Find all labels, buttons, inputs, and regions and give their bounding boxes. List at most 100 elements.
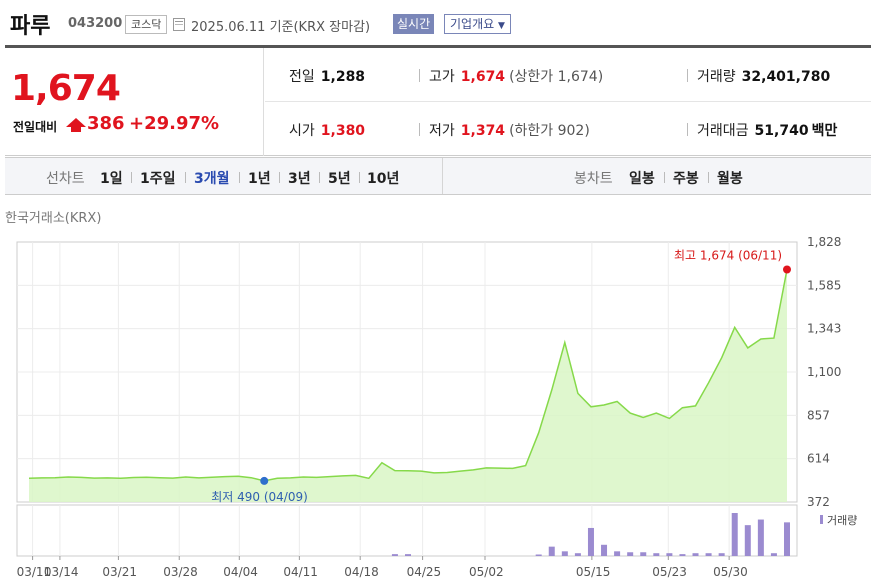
y-tick-label: 1,343 bbox=[807, 322, 841, 336]
y-tick-label: 1,828 bbox=[807, 235, 841, 249]
price-line bbox=[28, 269, 788, 482]
x-tick-label: 03/28 bbox=[163, 565, 198, 579]
volume-bar bbox=[391, 554, 398, 556]
prev-close-value: 1,288 bbox=[320, 69, 366, 85]
x-tick-label: 03/11 bbox=[17, 565, 52, 579]
volume-bar bbox=[548, 546, 555, 556]
volume-value: 32,401,780 bbox=[741, 69, 831, 85]
quote-stats: 전일 1,288 고가 1,674 (상한가 1,674) 거래량 32,401,780… bbox=[265, 48, 871, 156]
low-price: 저가 1,374 (하한가 902) bbox=[419, 120, 590, 140]
tabs-divider bbox=[442, 158, 443, 194]
market-badge: 코스닥 bbox=[125, 15, 168, 34]
candle-chart-label: 봉차트 bbox=[574, 171, 613, 187]
volume-bar bbox=[705, 553, 712, 556]
stock-header: 파루 043200 코스닥 2025.06.11 기준(KRX 장마감) 실시간… bbox=[0, 0, 871, 46]
volume-bar bbox=[574, 553, 581, 556]
tab-3m[interactable]: 3개월 bbox=[194, 171, 230, 187]
volume-bar bbox=[614, 551, 621, 556]
x-tick-label: 05/23 bbox=[652, 565, 687, 579]
x-tick-label: 05/02 bbox=[469, 565, 504, 579]
x-tick-label: 04/04 bbox=[223, 565, 258, 579]
tab-1w[interactable]: 1주일 bbox=[140, 171, 176, 187]
price-area bbox=[29, 269, 787, 502]
high-marker bbox=[783, 265, 791, 274]
y-tick-label: 1,585 bbox=[807, 278, 841, 292]
volume-bar bbox=[757, 519, 764, 556]
line-chart-label: 선차트 bbox=[46, 171, 85, 187]
stock-name: 파루 bbox=[10, 14, 51, 39]
volume-bar bbox=[405, 554, 411, 556]
base-date: 2025.06.11 기준(KRX 장마감) bbox=[191, 20, 371, 35]
volume-legend: 거래량 bbox=[827, 514, 857, 527]
prev-close-label: 전일 bbox=[289, 69, 315, 85]
volume-bar bbox=[692, 553, 699, 556]
volume-bar bbox=[627, 552, 634, 556]
open-value: 1,380 bbox=[320, 123, 366, 139]
stock-code: 043200 bbox=[68, 16, 123, 31]
trade-value-label: 거래대금 bbox=[697, 123, 749, 139]
tab-monthly[interactable]: 월봉 bbox=[717, 171, 743, 187]
x-tick-label: 04/25 bbox=[407, 565, 442, 579]
company-overview-button[interactable]: 기업개요 ▼ bbox=[444, 14, 511, 34]
trade-value-unit: 백만 bbox=[811, 123, 838, 139]
quote-panel: 1,674 전일대비 386 +29.97% 전일 1,288 고가 1,674 (상… bbox=[5, 48, 871, 156]
tab-1y[interactable]: 1년 bbox=[248, 171, 271, 187]
volume-bar bbox=[784, 522, 790, 556]
lower-limit: (하한가 902) bbox=[509, 123, 590, 139]
header-divider bbox=[5, 45, 871, 48]
volume-bar bbox=[561, 551, 568, 556]
low-annotation: 최저 490 (04/09) bbox=[211, 490, 308, 504]
tab-5y[interactable]: 5년 bbox=[328, 171, 351, 187]
high-label: 고가 bbox=[429, 69, 455, 85]
high-value: 1,674 bbox=[460, 69, 506, 85]
price-box: 1,674 전일대비 386 +29.97% bbox=[5, 48, 264, 156]
change-value: 386 bbox=[87, 113, 125, 134]
change-percent: +29.97% bbox=[129, 113, 220, 134]
trade-value: 거래대금 51,740 백만 bbox=[687, 120, 838, 140]
volume-bar bbox=[744, 525, 751, 556]
y-tick-label: 857 bbox=[807, 408, 830, 422]
low-marker bbox=[260, 476, 269, 485]
company-overview-label: 기업개요 bbox=[450, 17, 495, 31]
tab-1d[interactable]: 1일 bbox=[100, 171, 123, 187]
volume-bar bbox=[640, 552, 647, 556]
x-tick-label: 05/30 bbox=[713, 565, 748, 579]
trade-value-amount: 51,740 bbox=[754, 123, 809, 139]
chevron-down-icon: ▼ bbox=[498, 21, 505, 31]
volume-bar bbox=[718, 553, 725, 556]
y-tick-label: 614 bbox=[807, 452, 830, 466]
volume-legend-swatch bbox=[820, 515, 823, 524]
price-chart[interactable]: 1,828 1,585 1,343 1,100 857 614 372 03/11 03/14 0… bbox=[0, 230, 871, 583]
y-tick-label: 1,100 bbox=[807, 365, 841, 379]
volume-label: 거래량 bbox=[697, 69, 736, 85]
volume-bar bbox=[653, 553, 660, 556]
volume-bar bbox=[666, 553, 673, 556]
x-tick-label: 03/14 bbox=[44, 565, 79, 579]
volume-bar bbox=[731, 513, 738, 556]
prev-close: 전일 1,288 bbox=[289, 66, 365, 86]
volume-bar bbox=[770, 553, 777, 556]
exchange-label: 한국거래소(KRX) bbox=[5, 211, 102, 226]
high-price: 고가 1,674 (상한가 1,674) bbox=[419, 66, 603, 86]
current-price: 1,674 bbox=[11, 68, 121, 109]
open-price: 시가 1,380 bbox=[289, 120, 365, 140]
x-tick-label: 03/21 bbox=[102, 565, 137, 579]
stats-row-divider bbox=[265, 101, 871, 102]
x-tick-label: 05/15 bbox=[576, 565, 611, 579]
x-tick-label: 04/11 bbox=[283, 565, 318, 579]
volume-bar bbox=[535, 554, 542, 556]
tab-daily[interactable]: 일봉 bbox=[629, 171, 655, 187]
volume-bar bbox=[601, 544, 608, 556]
low-value: 1,374 bbox=[460, 123, 506, 139]
low-label: 저가 bbox=[429, 123, 455, 139]
volume-bar bbox=[587, 527, 594, 556]
tab-3y[interactable]: 3년 bbox=[288, 171, 311, 187]
x-tick-label: 04/18 bbox=[344, 565, 379, 579]
volume-plot-frame bbox=[16, 504, 798, 557]
realtime-button[interactable]: 실시간 bbox=[393, 14, 435, 34]
tab-weekly[interactable]: 주봉 bbox=[673, 171, 699, 187]
change-label: 전일대비 bbox=[13, 120, 58, 134]
tab-10y[interactable]: 10년 bbox=[367, 171, 400, 187]
open-label: 시가 bbox=[289, 123, 315, 139]
